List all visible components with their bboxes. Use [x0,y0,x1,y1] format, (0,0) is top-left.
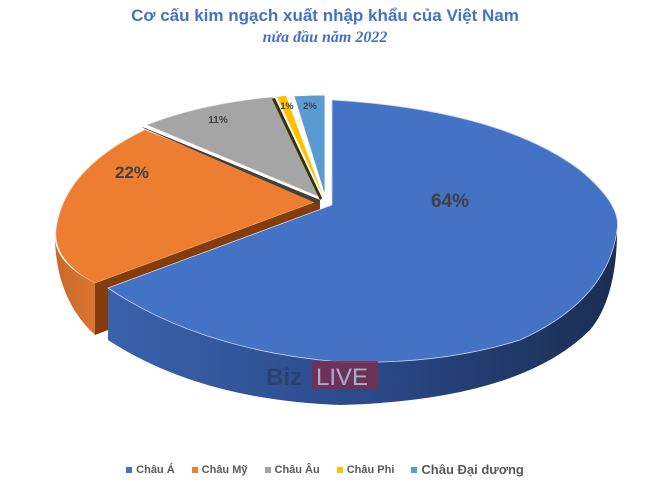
legend-label: Châu Phi [346,463,395,476]
legend-item-chau-my[interactable]: Châu Mỹ [191,462,248,477]
slice-chau-a[interactable] [107,99,618,405]
legend-swatch-icon [411,466,418,473]
watermark-live: LIVE [316,364,368,391]
label-chau-my: 22% [115,163,149,182]
legend-item-chau-phi[interactable]: Châu Phi [336,462,395,477]
legend-swatch-icon [191,466,198,473]
slice-chau-dai-duong[interactable] [293,94,326,197]
watermark-biz: Biz [266,364,302,391]
label-chau-dai-duong: 2% [303,101,317,112]
legend-item-chau-a[interactable]: Châu Á [126,462,175,477]
slice-chau-my[interactable] [55,129,321,335]
chart-legend: Châu Á Châu Mỹ Châu Âu Châu Phi Châu Đại… [0,462,650,477]
legend-label: Châu Mỹ [201,463,248,476]
chart-subtitle: nửa đầu năm 2022 [262,29,388,46]
legend-item-chau-au[interactable]: Châu Âu [264,462,320,477]
label-chau-au: 11% [208,115,228,126]
legend-item-chau-dai-duong[interactable]: Châu Đại dương [411,462,524,477]
legend-label: Châu Đại dương [421,462,524,477]
legend-label: Châu Âu [274,463,320,476]
label-chau-a: 64% [431,191,469,212]
bizlive-watermark: Biz LIVE [266,361,378,391]
label-chau-phi: 1% [280,101,293,111]
legend-swatch-icon [126,466,133,473]
legend-swatch-icon [264,466,271,473]
chart-title: Cơ cấu kim ngạch xuất nhập khẩu của Việt… [131,6,519,25]
slice-chau-phi[interactable] [272,96,323,200]
legend-label: Châu Á [136,463,175,476]
legend-swatch-icon [336,466,343,473]
slice-chau-au[interactable] [141,96,323,204]
